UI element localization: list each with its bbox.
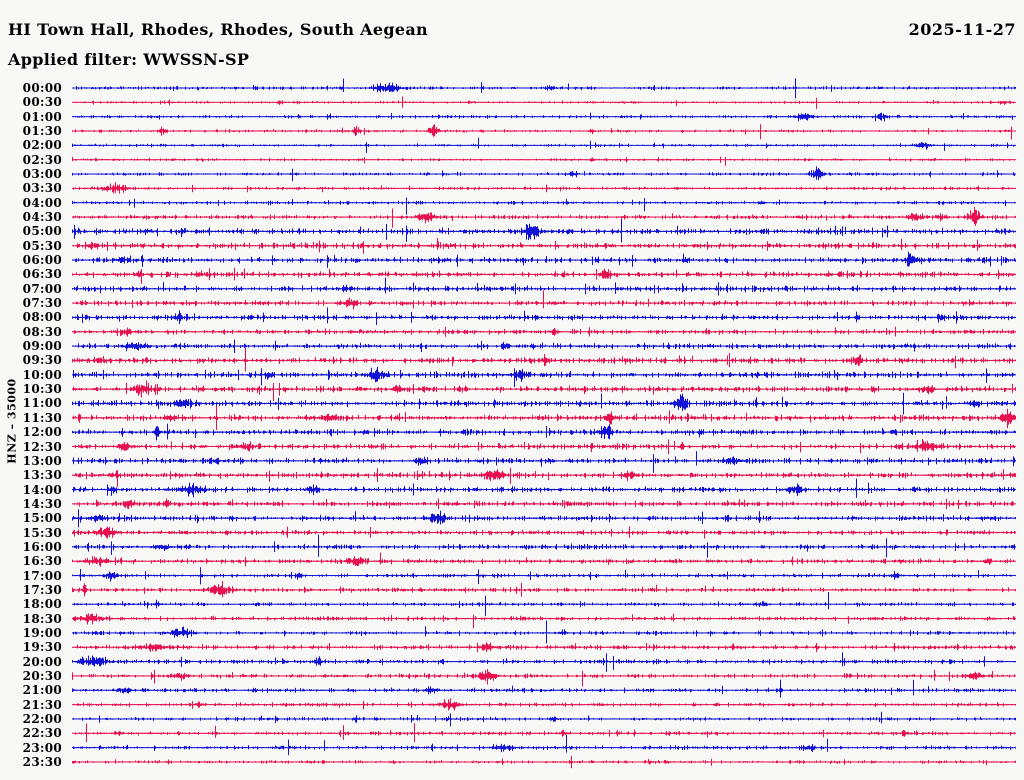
time-label: 21:00 (22, 683, 62, 698)
time-label: 08:30 (22, 324, 62, 339)
time-label: 18:30 (22, 611, 62, 626)
time-label: 19:30 (22, 640, 62, 655)
time-label: 16:00 (22, 539, 62, 554)
time-label: 03:30 (22, 181, 62, 196)
filter-label: Applied filter: WWSSN-SP (8, 50, 250, 69)
time-label: 16:30 (22, 554, 62, 569)
time-label: 06:30 (22, 267, 62, 282)
time-label: 04:30 (22, 210, 62, 225)
time-label: 13:30 (22, 468, 62, 483)
time-label: 22:30 (22, 726, 62, 741)
channel-scale-label: HNZ – 35000 (5, 378, 19, 464)
time-label: 15:00 (22, 511, 62, 526)
time-label: 14:00 (22, 482, 62, 497)
time-label: 05:00 (22, 224, 62, 239)
time-label: 11:30 (22, 410, 62, 425)
time-label: 17:00 (22, 568, 62, 583)
time-label: 10:00 (22, 367, 62, 382)
time-label: 07:30 (22, 296, 62, 311)
station-title: HI Town Hall, Rhodes, Rhodes, South Aege… (8, 20, 428, 39)
time-label: 23:00 (22, 740, 62, 755)
time-label: 11:00 (22, 396, 62, 411)
time-label: 02:00 (22, 138, 62, 153)
time-label: 10:30 (22, 382, 62, 397)
time-label: 21:30 (22, 697, 62, 712)
time-label: 01:00 (22, 109, 62, 124)
time-label: 09:00 (22, 339, 62, 354)
time-label: 08:00 (22, 310, 62, 325)
time-label: 23:30 (22, 754, 62, 769)
time-label: 00:30 (22, 95, 62, 110)
time-label: 17:30 (22, 582, 62, 597)
time-label: 00:00 (22, 81, 62, 95)
time-label: 09:30 (22, 353, 62, 368)
time-label: 18:00 (22, 597, 62, 612)
time-label: 06:00 (22, 253, 62, 268)
time-label: 03:00 (22, 167, 62, 182)
time-label: 02:30 (22, 152, 62, 167)
time-label: 20:00 (22, 654, 62, 669)
time-label: 19:00 (22, 625, 62, 640)
time-label: 04:00 (22, 195, 62, 210)
time-label: 12:30 (22, 439, 62, 454)
time-label: 20:30 (22, 668, 62, 683)
time-label: 14:30 (22, 496, 62, 511)
time-label: 07:00 (22, 281, 62, 296)
time-label: 01:30 (22, 124, 62, 139)
time-label: 05:30 (22, 238, 62, 253)
time-label: 15:30 (22, 525, 62, 540)
time-label: 13:00 (22, 453, 62, 468)
time-label: 12:00 (22, 425, 62, 440)
time-label: 22:00 (22, 711, 62, 726)
record-date: 2025-11-27 (908, 20, 1016, 39)
